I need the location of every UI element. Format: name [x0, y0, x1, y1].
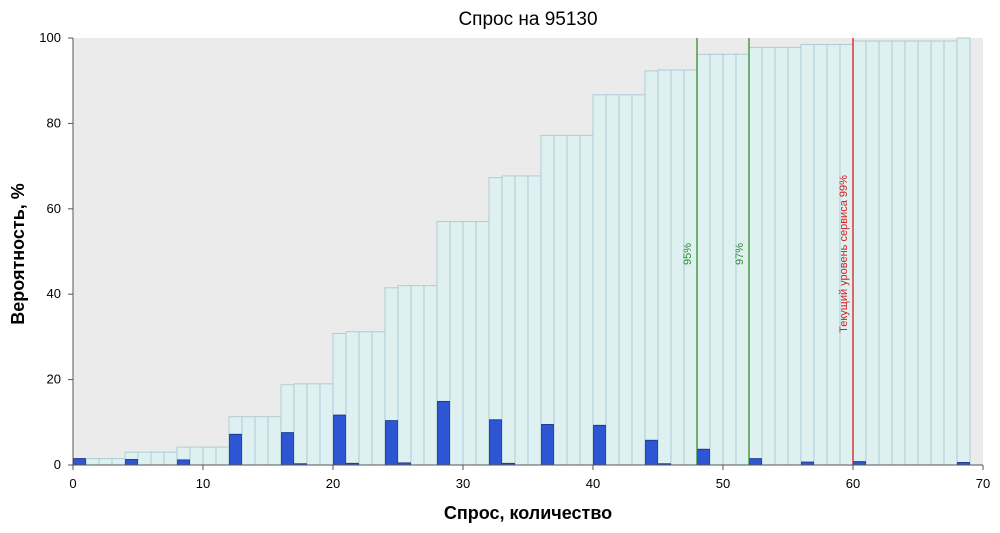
y-tick-label: 80 [47, 115, 61, 130]
cumulative-bar [709, 53, 724, 466]
y-axis-label: Вероятность, % [8, 183, 28, 325]
cumulative-bar [670, 69, 685, 466]
cumulative-bar [644, 70, 659, 466]
cumulative-bar [501, 175, 516, 466]
axes [72, 38, 983, 466]
x-tick-label: 20 [326, 476, 340, 491]
x-tick-label: 40 [586, 476, 600, 491]
cumulative-bar [865, 40, 880, 466]
reference-line-label: 95% [682, 243, 694, 265]
probability-bar [749, 458, 762, 466]
probability-bar [593, 424, 606, 466]
cumulative-bar [358, 331, 373, 466]
x-tick-label: 10 [196, 476, 210, 491]
cumulative-bar [475, 221, 490, 466]
cumulative-bar [696, 53, 711, 466]
reference-line-label: 97% [734, 243, 746, 265]
cumulative-bar [410, 285, 425, 466]
cumulative-bar [189, 446, 204, 466]
x-axis-ticks: 0 10 20 30 40 50 60 70 [69, 465, 990, 491]
cumulative-bar [631, 94, 646, 466]
cumulative-bar [748, 46, 763, 466]
cumulative-bar [774, 46, 789, 466]
probability-bar [645, 439, 658, 466]
cumulative-bar [514, 175, 529, 466]
x-tick-label: 0 [69, 476, 76, 491]
probability-bar [177, 459, 190, 466]
reference-lines: 95% 97% Текущий уровень сервиса 99% [682, 38, 854, 465]
probability-bar [125, 459, 138, 466]
cumulative-bar [891, 40, 906, 466]
cumulative-bar [215, 446, 230, 466]
cumulative-bar [579, 134, 594, 466]
cumulative-bars [72, 37, 971, 466]
x-tick-label: 30 [456, 476, 470, 491]
cumulative-bar [85, 458, 100, 466]
cumulative-bar [397, 285, 412, 466]
cumulative-bar [306, 383, 321, 466]
x-axis-label: Спрос, количество [444, 503, 612, 523]
probability-bar [541, 424, 554, 466]
y-tick-label: 0 [54, 457, 61, 472]
cumulative-bar [449, 221, 464, 466]
cumulative-bar [566, 134, 581, 466]
probability-bar [229, 433, 242, 466]
y-axis-ticks: 0 20 40 60 80 100 [39, 30, 73, 472]
cumulative-bar [293, 383, 308, 466]
cumulative-bar [371, 331, 386, 466]
y-tick-label: 60 [47, 201, 61, 216]
cumulative-bar [787, 46, 802, 466]
cumulative-bar [462, 221, 477, 466]
cumulative-bar [683, 69, 698, 466]
cumulative-bar [943, 40, 958, 466]
x-tick-label: 50 [716, 476, 730, 491]
x-tick-label: 60 [846, 476, 860, 491]
cumulative-bar [423, 285, 438, 466]
cumulative-bar [98, 458, 113, 466]
cumulative-bar [254, 416, 269, 466]
cumulative-bar [202, 446, 217, 466]
cumulative-bar [956, 37, 971, 466]
cumulative-bar [813, 43, 828, 466]
cumulative-bar [111, 458, 126, 466]
probability-bar [489, 419, 502, 466]
y-tick-label: 20 [47, 372, 61, 387]
cumulative-bar [163, 451, 178, 466]
x-tick-label: 70 [976, 476, 990, 491]
probability-bar [853, 461, 866, 466]
cumulative-bar [345, 331, 360, 466]
cumulative-bar [657, 69, 672, 466]
cumulative-bar [319, 383, 334, 466]
cumulative-bar [553, 134, 568, 466]
probability-bar [73, 458, 86, 466]
cumulative-bar [878, 40, 893, 466]
reference-line-label: Текущий уровень сервиса 99% [838, 175, 850, 333]
cumulative-bar [800, 43, 815, 466]
cumulative-bar [137, 451, 152, 466]
cumulative-bar [852, 40, 867, 466]
probability-bar [333, 414, 346, 466]
cumulative-bar [761, 46, 776, 466]
cumulative-bar [904, 40, 919, 466]
cumulative-bar [917, 40, 932, 466]
probability-bar [697, 448, 710, 466]
chart-title: Спрос на 95130 [458, 9, 597, 30]
cumulative-bar [267, 416, 282, 466]
cumulative-bar [527, 175, 542, 466]
probability-bar [385, 420, 398, 466]
cumulative-bar [540, 134, 555, 466]
y-tick-label: 40 [47, 286, 61, 301]
probability-bar [437, 400, 450, 466]
cumulative-bar [150, 451, 165, 466]
probability-bar [281, 432, 294, 466]
y-tick-label: 100 [39, 30, 61, 45]
cumulative-bar [605, 94, 620, 466]
cumulative-bar [618, 94, 633, 466]
cumulative-bar [592, 94, 607, 466]
cumulative-bar [930, 40, 945, 466]
cumulative-bar [241, 416, 256, 466]
